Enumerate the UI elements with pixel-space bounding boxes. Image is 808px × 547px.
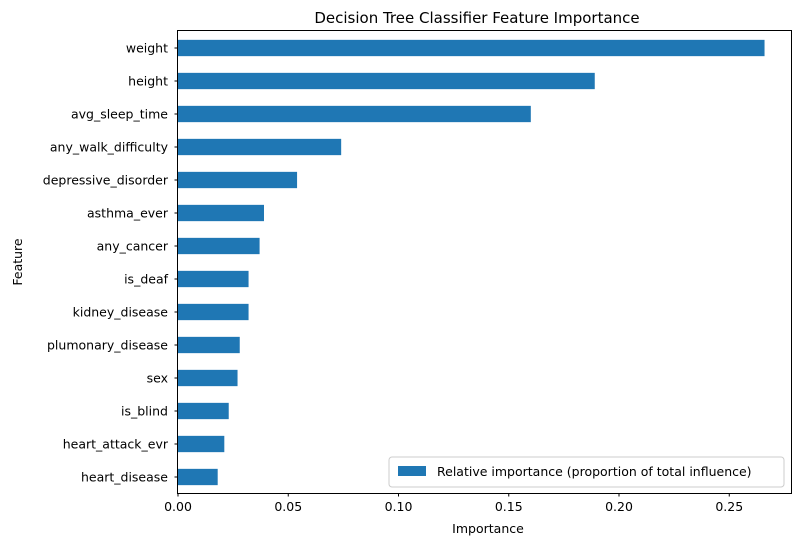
bar-any-walk-difficulty: [178, 138, 342, 156]
y-tick-label: avg_sleep_time: [71, 107, 168, 122]
bar-is-deaf: [178, 270, 249, 288]
y-tick-label: any_walk_difficulty: [50, 140, 169, 155]
y-tick-group: weight height avg_sleep_time any_walk_diffi…: [43, 41, 178, 485]
bar-is-blind: [178, 402, 229, 420]
bar-kidney-disease: [178, 303, 249, 321]
legend: Relative importance (proportion of total…: [388, 456, 785, 488]
bar-heart-disease: [178, 468, 218, 486]
y-axis-title: Feature: [10, 238, 25, 286]
y-tick-label: is_blind: [121, 404, 168, 419]
bar-avg-sleep-time: [178, 105, 531, 123]
plot-frame: [177, 30, 792, 494]
legend-box: [388, 456, 785, 488]
legend-label: Relative importance (proportion of total…: [437, 464, 752, 479]
y-tick-label: weight: [126, 41, 168, 56]
bar-depressive-disorder: [178, 171, 298, 189]
chart-title: Decision Tree Classifier Feature Importa…: [314, 9, 639, 27]
y-tick-label: heart_attack_evr: [63, 437, 169, 452]
y-tick-label: sex: [147, 371, 168, 386]
y-tick-label: height: [128, 74, 168, 89]
x-tick-label: 0.05: [274, 499, 302, 514]
bar-sex: [178, 369, 238, 387]
y-tick-label: depressive_disorder: [43, 173, 169, 188]
x-tick-label: 0.10: [385, 499, 413, 514]
bar-heart-attack-evr: [178, 435, 225, 453]
x-tick-label: 0.20: [605, 499, 633, 514]
bar-height: [178, 72, 595, 90]
y-tick-label: heart_disease: [81, 470, 168, 485]
y-tick-label: asthma_ever: [87, 206, 169, 221]
bars-group: [178, 39, 765, 486]
x-tick-label: 0.15: [495, 499, 523, 514]
bar-any-cancer: [178, 237, 260, 255]
bar-asthma-ever: [178, 204, 264, 222]
y-tick-label: kidney_disease: [73, 305, 169, 320]
legend-swatch: [398, 466, 426, 476]
bar-weight: [178, 39, 765, 57]
x-axis-title: Importance: [452, 521, 524, 536]
y-tick-label: any_cancer: [97, 239, 169, 254]
y-tick-label: is_deaf: [124, 272, 169, 287]
x-tick-label: 0.00: [164, 499, 192, 514]
y-tick-label: plumonary_disease: [47, 338, 168, 353]
x-tick-group: 0.00 0.05 0.10 0.15 0.20 0.25: [164, 493, 743, 514]
x-tick-label: 0.25: [715, 499, 743, 514]
bar-plumonary-disease: [178, 336, 240, 354]
